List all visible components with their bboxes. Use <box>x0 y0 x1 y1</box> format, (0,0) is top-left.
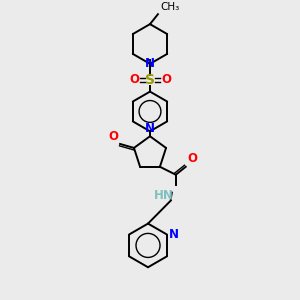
Text: O: O <box>188 152 198 165</box>
Text: HN: HN <box>154 189 174 202</box>
Text: O: O <box>161 73 171 86</box>
Text: N: N <box>145 57 155 70</box>
Text: O: O <box>129 73 139 86</box>
Text: S: S <box>145 73 155 87</box>
Text: N: N <box>169 228 179 241</box>
Text: CH₃: CH₃ <box>160 2 179 12</box>
Text: O: O <box>108 130 118 143</box>
Text: N: N <box>145 122 155 135</box>
